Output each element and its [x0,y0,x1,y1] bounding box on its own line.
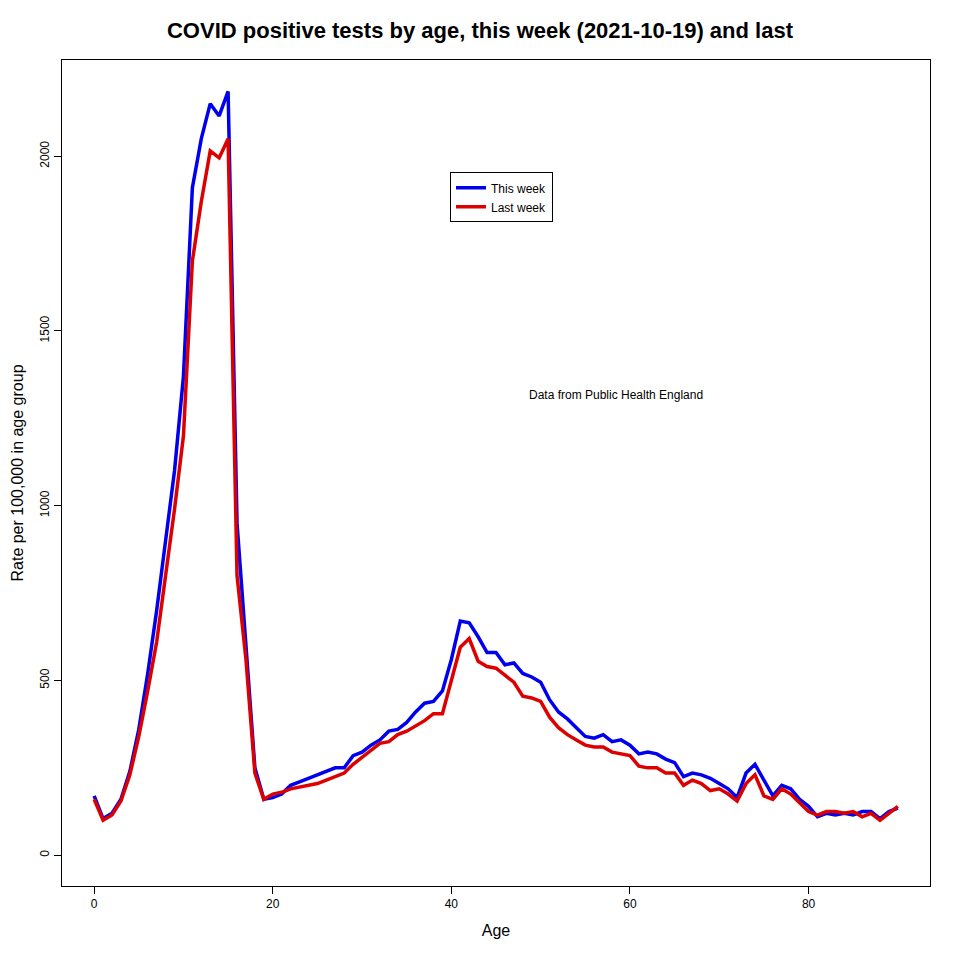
svg-text:500: 500 [38,668,52,688]
svg-text:Last week: Last week [491,201,546,215]
svg-text:COVID positive tests by age, t: COVID positive tests by age, this week (… [167,18,794,43]
svg-text:Rate per 100,000 in age group: Rate per 100,000 in age group [9,364,26,581]
svg-text:Data from Public Health Englan: Data from Public Health England [529,388,703,402]
svg-text:0: 0 [91,897,98,911]
svg-text:1000: 1000 [38,490,52,517]
svg-text:1500: 1500 [38,315,52,342]
svg-text:80: 80 [802,897,816,911]
svg-text:This week: This week [491,182,546,196]
svg-text:0: 0 [38,850,52,857]
svg-text:20: 20 [266,897,280,911]
svg-text:Age: Age [482,922,511,939]
svg-text:40: 40 [445,897,459,911]
svg-text:2000: 2000 [38,141,52,168]
svg-text:60: 60 [623,897,637,911]
